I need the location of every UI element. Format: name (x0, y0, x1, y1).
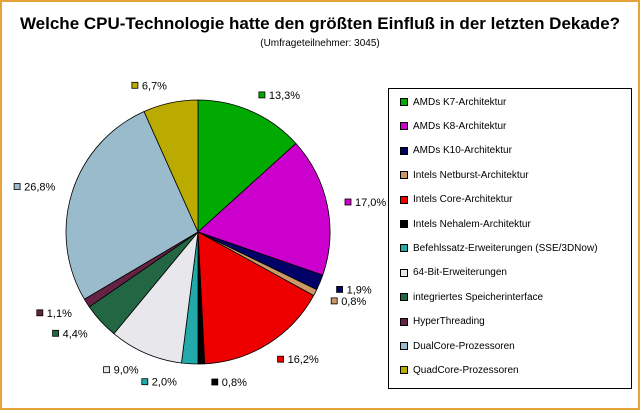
pie-slice-quadcore (143, 99, 199, 233)
chart-title: Welche CPU-Technologie hatte den größten… (19, 14, 621, 33)
data-label-nehalem: 0,8% (211, 377, 247, 389)
legend-label-quadcore: QuadCore-Prozessoren (413, 364, 519, 376)
data-label-text-hyperthreading: 1,1% (47, 308, 72, 320)
legend-item-befehlssatz: Befehlssatz-Erweiterungen (SSE/3DNow) (400, 241, 598, 255)
legend-label-dualcore: DualCore-Prozessoren (413, 340, 515, 352)
legend-item-core: Intels Core-Architektur (400, 193, 512, 207)
legend-label-hyperthreading: HyperThreading (413, 316, 485, 328)
data-label-k8: 17,0% (344, 197, 386, 209)
legend-swatch-dualcore (400, 342, 408, 350)
legend-label-befehlssatz: Befehlssatz-Erweiterungen (SSE/3DNow) (413, 242, 598, 254)
legend-swatch-k10 (400, 146, 408, 155)
legend-label-netburst: Intels Netburst-Architektur (413, 169, 529, 181)
data-label-swatch-k8 (344, 198, 352, 206)
legend-swatch-64bit (400, 268, 408, 277)
legend-swatch-speicher (400, 293, 408, 302)
data-label-text-quadcore: 6,7% (142, 80, 167, 92)
data-label-netburst: 0,8% (330, 296, 366, 308)
data-label-speicher: 4,4% (52, 328, 88, 340)
data-label-k10: 1,9% (336, 284, 372, 296)
legend-swatch-k7 (400, 98, 408, 106)
legend-swatch-quadcore (400, 366, 408, 375)
legend-item-quadcore: QuadCore-Prozessoren (400, 363, 519, 377)
legend-swatch-befehlssatz (400, 244, 408, 253)
data-label-text-64bit: 9,0% (114, 365, 139, 377)
legend-label-nehalem: Intels Nehalem-Architektur (413, 218, 531, 230)
chart-subtitle: (Umfrageteilnehmer: 3045) (260, 38, 380, 49)
data-label-text-netburst: 0,8% (341, 296, 366, 308)
legend-label-k8: AMDs K8-Architektur (413, 120, 507, 132)
data-label-swatch-64bit (103, 366, 110, 374)
legend-item-k8: AMDs K8-Architektur (400, 119, 506, 133)
data-label-swatch-befehlssatz (141, 378, 149, 386)
data-label-swatch-speicher (52, 329, 59, 337)
legend-item-netburst: Intels Netburst-Architektur (400, 168, 529, 182)
legend-swatch-netburst (400, 171, 408, 180)
pie-slice-core (197, 231, 315, 365)
data-label-text-befehlssatz: 2,0% (152, 377, 177, 389)
data-label-swatch-k10 (336, 285, 344, 293)
legend-label-k10: AMDs K10-Architektur (413, 145, 512, 157)
data-label-hyperthreading: 1,1% (36, 308, 72, 320)
legend-label-64bit: 64-Bit-Erweiterungen (413, 267, 507, 279)
legend-item-hyperthreading: HyperThreading (400, 315, 485, 329)
data-label-swatch-dualcore (13, 183, 21, 190)
data-label-text-k7: 13,3% (269, 90, 300, 102)
data-label-text-speicher: 4,4% (63, 328, 88, 340)
legend-item-nehalem: Intels Nehalem-Architektur (400, 217, 531, 231)
data-label-text-k10: 1,9% (347, 284, 372, 296)
legend-label-k7: AMDs K7-Architektur (413, 96, 507, 108)
pie-slice-k7 (197, 99, 297, 233)
data-label-text-core: 16,2% (288, 354, 319, 366)
legend-item-k7: AMDs K7-Architektur (400, 95, 506, 109)
data-label-64bit: 9,0% (103, 365, 139, 377)
legend-item-64bit: 64-Bit-Erweiterungen (400, 266, 507, 280)
legend: AMDs K7-Architektur AMDs K8-Architektur AM… (388, 88, 632, 389)
data-label-text-k8: 17,0% (355, 197, 386, 209)
legend-swatch-nehalem (400, 220, 408, 228)
data-label-text-dualcore: 26,8% (24, 182, 55, 194)
data-label-swatch-netburst (330, 297, 338, 305)
legend-item-speicher: integriertes Speicherinterface (400, 290, 543, 304)
legend-swatch-k8 (400, 122, 408, 131)
data-label-text-nehalem: 0,8% (222, 377, 247, 389)
data-label-swatch-hyperthreading (36, 309, 44, 317)
data-label-dualcore: 26,8% (13, 182, 56, 194)
data-label-core: 16,2% (277, 354, 319, 366)
pie-slice-k8 (197, 142, 331, 276)
legend-item-k10: AMDs K10-Architektur (400, 144, 512, 158)
data-label-swatch-quadcore (131, 81, 139, 89)
data-label-swatch-k7 (258, 91, 266, 99)
legend-label-core: Intels Core-Architektur (413, 194, 513, 206)
data-label-swatch-nehalem (211, 378, 219, 386)
data-label-befehlssatz: 2,0% (141, 377, 177, 389)
data-label-quadcore: 6,7% (131, 80, 167, 92)
data-label-k7: 13,3% (258, 90, 300, 102)
legend-swatch-hyperthreading (400, 317, 408, 326)
data-label-swatch-core (277, 355, 285, 363)
legend-label-speicher: integriertes Speicherinterface (413, 291, 544, 303)
legend-swatch-core (400, 195, 408, 204)
legend-item-dualcore: DualCore-Prozessoren (400, 339, 515, 353)
